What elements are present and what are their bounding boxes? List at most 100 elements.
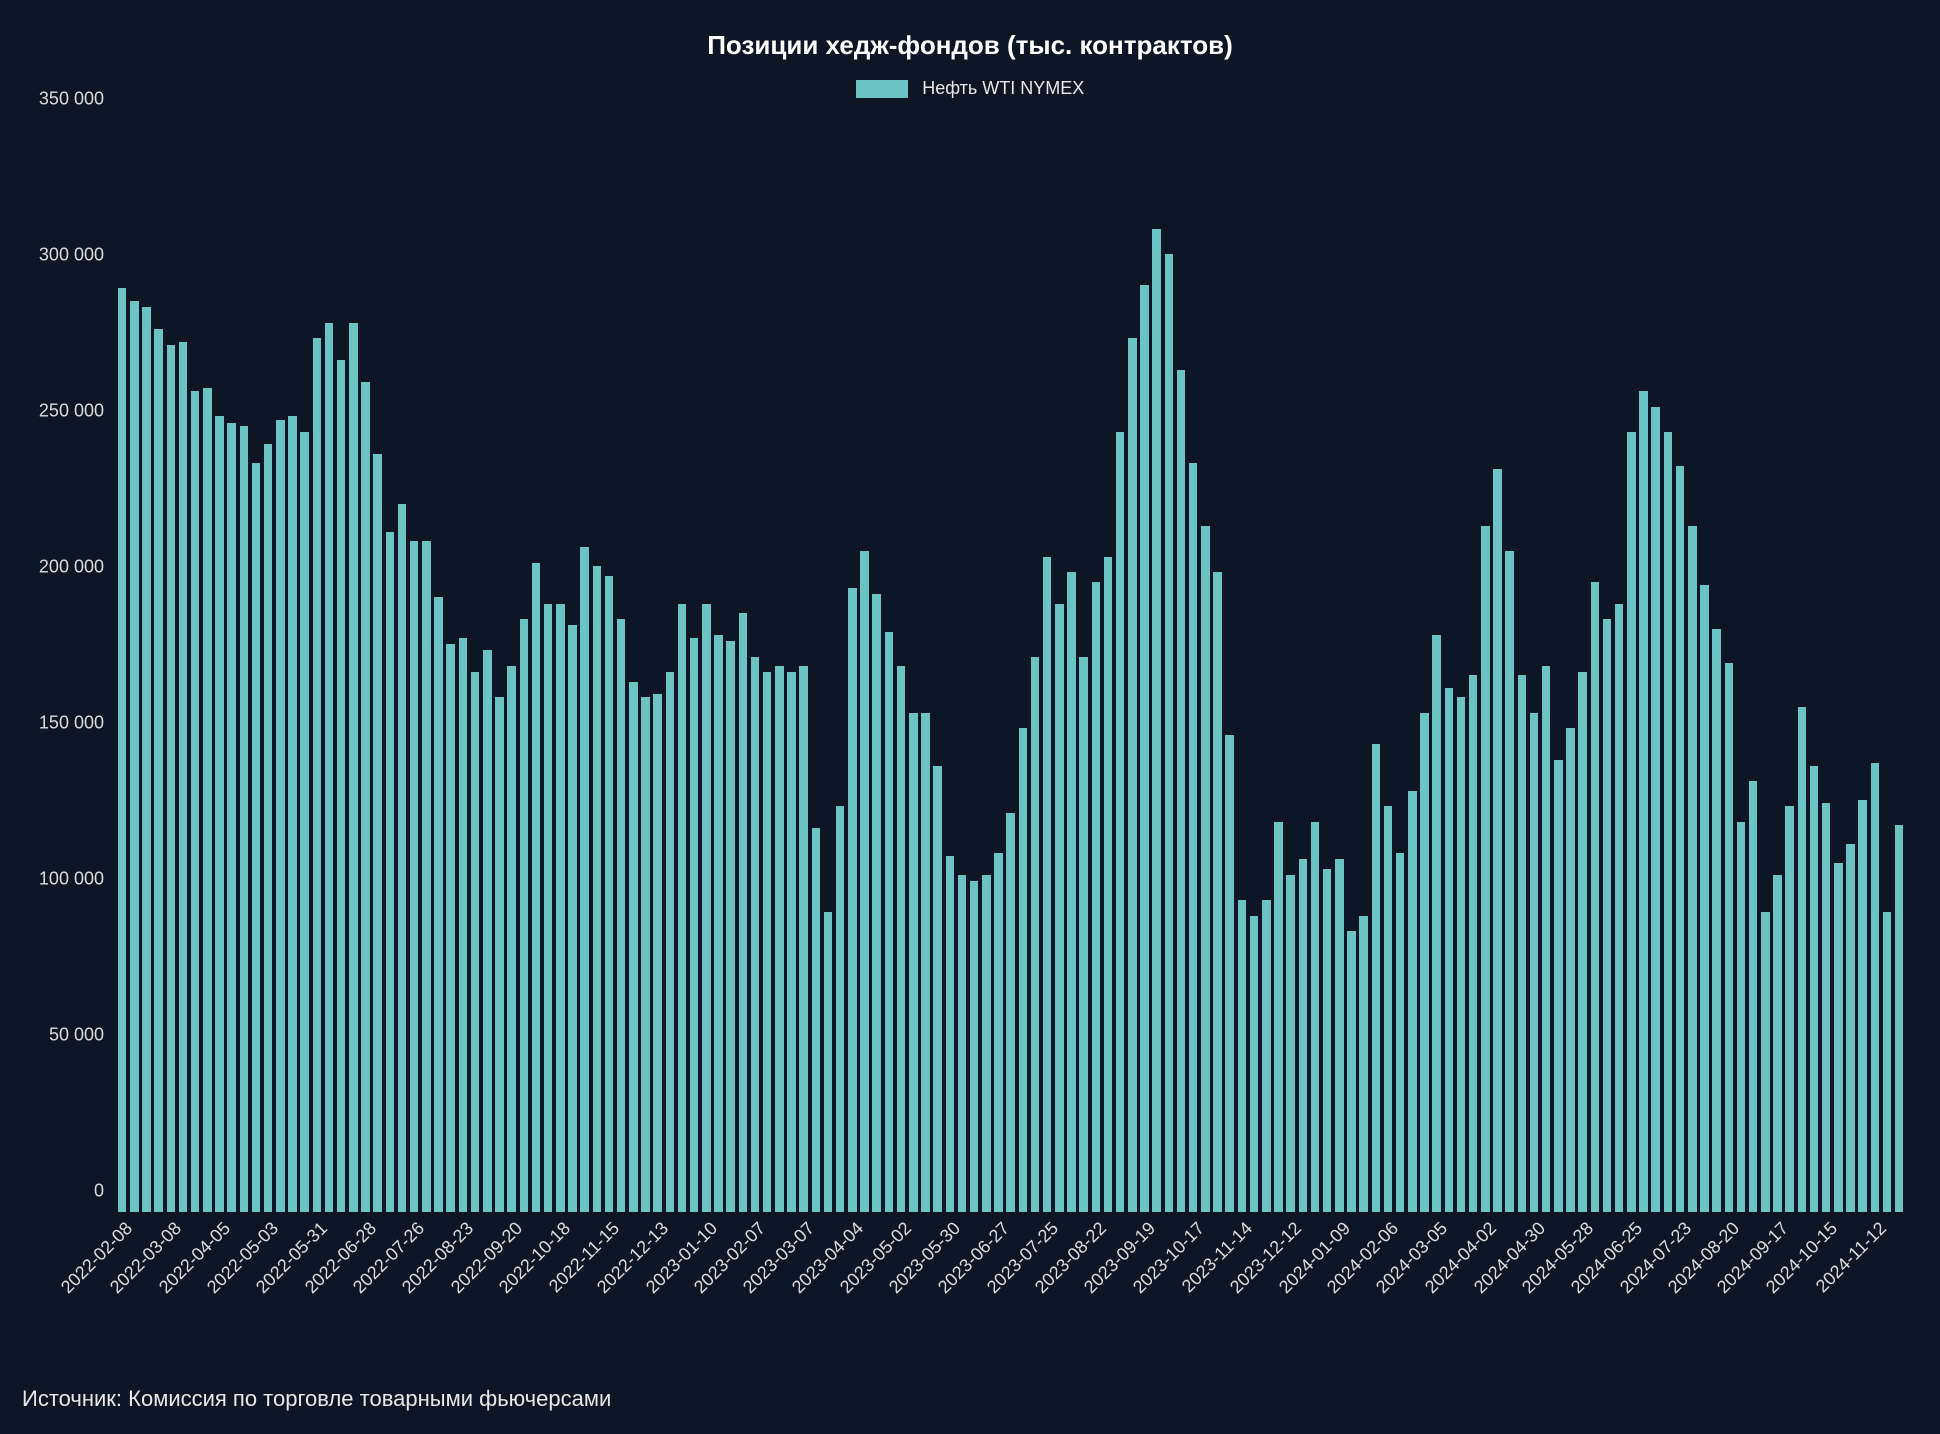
- bar: [617, 619, 626, 1212]
- bar-slot: [1832, 120, 1844, 1212]
- bar: [1749, 781, 1758, 1212]
- bar: [422, 541, 431, 1212]
- bar: [1079, 657, 1088, 1212]
- bar: [179, 342, 188, 1212]
- bar-slot: [1199, 120, 1211, 1212]
- bar: [714, 635, 723, 1212]
- y-tick-label: 0: [94, 1181, 116, 1202]
- bar-slot: [1869, 120, 1881, 1212]
- bar: [1883, 912, 1892, 1212]
- bar: [325, 323, 334, 1212]
- bar: [1092, 582, 1101, 1212]
- bar: [1505, 551, 1514, 1212]
- y-tick-label: 350 000: [39, 89, 116, 110]
- bar: [678, 604, 687, 1212]
- bar: [1067, 572, 1076, 1212]
- bar-slot: [408, 120, 420, 1212]
- bar: [982, 875, 991, 1212]
- bar: [958, 875, 967, 1212]
- bar-slot: [1881, 120, 1893, 1212]
- bar: [1201, 526, 1210, 1212]
- bar: [1457, 697, 1466, 1212]
- bar-slot: [1601, 120, 1613, 1212]
- bar-slot: [323, 120, 335, 1212]
- bar: [300, 432, 309, 1212]
- bar-slot: [335, 120, 347, 1212]
- bar-slot: [785, 120, 797, 1212]
- bar: [373, 454, 382, 1212]
- bar: [1603, 619, 1612, 1212]
- bar: [1116, 432, 1125, 1212]
- bar-slot: [1893, 120, 1905, 1212]
- bar-slot: [579, 120, 591, 1212]
- bar-slot: [1662, 120, 1674, 1212]
- bar: [775, 666, 784, 1212]
- bar: [921, 713, 930, 1212]
- bar-slot: [615, 120, 627, 1212]
- bar: [434, 597, 443, 1212]
- bar-slot: [700, 120, 712, 1212]
- bar: [1213, 572, 1222, 1212]
- bar-slot: [932, 120, 944, 1212]
- bar-slot: [506, 120, 518, 1212]
- bar-slot: [542, 120, 554, 1212]
- bar: [203, 388, 212, 1212]
- bar: [507, 666, 516, 1212]
- bar-slot: [883, 120, 895, 1212]
- bar: [386, 532, 395, 1212]
- y-tick-label: 50 000: [49, 1025, 116, 1046]
- plot-area: 2022-02-082022-03-082022-04-052022-05-03…: [116, 120, 1906, 1212]
- bar: [1250, 916, 1259, 1212]
- bar: [751, 657, 760, 1212]
- bar-slot: [518, 120, 530, 1212]
- bar: [1712, 629, 1721, 1212]
- bar-slot: [1418, 120, 1430, 1212]
- bar: [860, 551, 869, 1212]
- bar-slot: [493, 120, 505, 1212]
- y-tick-label: 100 000: [39, 869, 116, 890]
- bar: [726, 641, 735, 1212]
- bar: [836, 806, 845, 1212]
- bar: [666, 672, 675, 1212]
- bar-slot: [1175, 120, 1187, 1212]
- bar-slot: [445, 120, 457, 1212]
- bar: [763, 672, 772, 1212]
- bar-slot: [469, 120, 481, 1212]
- bar: [824, 912, 833, 1212]
- y-tick-label: 250 000: [39, 401, 116, 422]
- bar-slot: [1102, 120, 1114, 1212]
- bar: [970, 881, 979, 1212]
- bar: [1591, 582, 1600, 1212]
- bar: [1858, 800, 1867, 1212]
- bar: [1347, 931, 1356, 1212]
- bar-slot: [1138, 120, 1150, 1212]
- bar: [629, 682, 638, 1212]
- bar-slot: [201, 120, 213, 1212]
- bar-slot: [1747, 120, 1759, 1212]
- bar-slot: [992, 120, 1004, 1212]
- bar-slot: [1236, 120, 1248, 1212]
- bar-slot: [1650, 120, 1662, 1212]
- bar: [1445, 688, 1454, 1212]
- bar: [118, 288, 127, 1212]
- bar-slot: [1029, 120, 1041, 1212]
- bar-slot: [858, 120, 870, 1212]
- bar-slot: [1345, 120, 1357, 1212]
- bar: [1128, 338, 1137, 1212]
- bar-slot: [944, 120, 956, 1212]
- bar: [1323, 869, 1332, 1212]
- bar-slot: [1260, 120, 1272, 1212]
- bar: [1688, 526, 1697, 1212]
- bar: [446, 644, 455, 1212]
- bar-slot: [1224, 120, 1236, 1212]
- bar-slot: [1297, 120, 1309, 1212]
- bar: [897, 666, 906, 1212]
- bar-slot: [530, 120, 542, 1212]
- bar: [580, 547, 589, 1212]
- bar: [337, 360, 346, 1212]
- bar-slot: [1431, 120, 1443, 1212]
- bar-slot: [1491, 120, 1503, 1212]
- bar: [1530, 713, 1539, 1212]
- bar: [1055, 604, 1064, 1212]
- bar: [690, 638, 699, 1212]
